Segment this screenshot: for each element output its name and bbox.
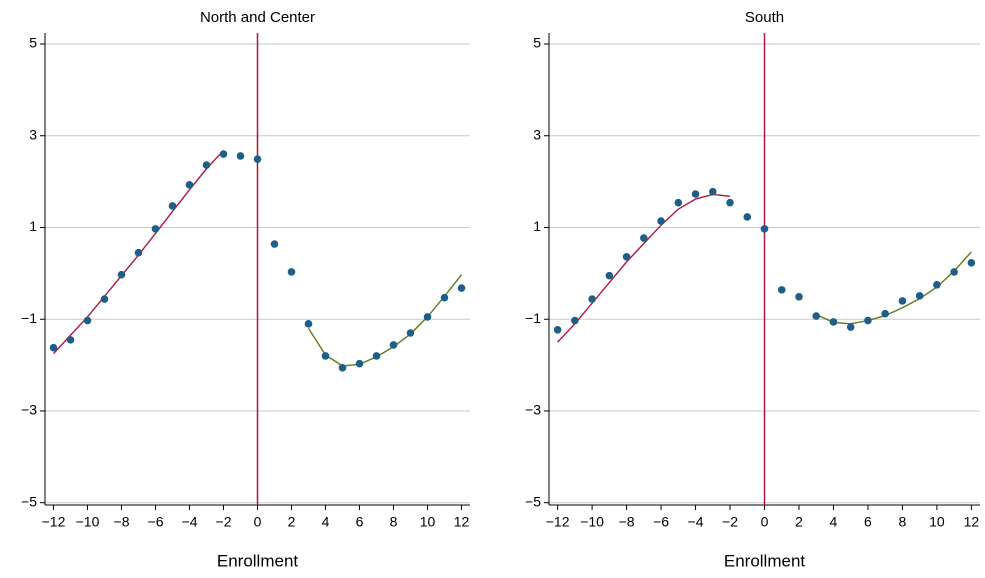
data-point	[691, 190, 700, 198]
data-point	[49, 343, 58, 352]
x-tick-label: −8	[619, 514, 635, 530]
x-tick-label: −10	[580, 514, 604, 530]
x-axis-label: Enrollment	[217, 551, 299, 570]
x-tick-label: 6	[864, 514, 872, 530]
data-point	[134, 248, 143, 257]
x-tick-label: −4	[688, 514, 704, 530]
data-point	[588, 295, 596, 303]
y-tick-label: 1	[533, 218, 541, 234]
data-point	[355, 359, 364, 368]
data-point	[457, 284, 466, 292]
y-tick-label: −1	[525, 310, 541, 326]
data-point	[321, 352, 330, 360]
data-point	[202, 161, 211, 169]
data-point	[605, 271, 614, 280]
y-tick-label: 5	[533, 35, 541, 51]
data-point	[100, 295, 109, 303]
data-point	[829, 318, 838, 326]
data-point	[743, 213, 752, 221]
data-point	[726, 198, 734, 207]
x-tick-label: −10	[76, 514, 100, 530]
y-tick-label: −5	[525, 493, 541, 509]
chart-title: South	[745, 9, 784, 26]
data-point	[571, 316, 579, 325]
fit-line	[307, 274, 463, 367]
x-tick-label: 8	[899, 514, 907, 530]
data-point	[219, 150, 228, 158]
x-tick-label: 12	[454, 514, 470, 530]
data-point	[640, 234, 648, 242]
data-point	[553, 325, 562, 334]
data-point	[812, 312, 821, 320]
x-tick-label: 0	[254, 514, 262, 530]
x-tick-label: 0	[761, 514, 769, 530]
y-tick-label: 5	[29, 35, 37, 51]
data-point	[933, 281, 941, 289]
data-point	[253, 155, 262, 163]
data-point	[151, 225, 160, 233]
x-tick-label: 2	[288, 514, 296, 530]
data-point	[795, 292, 803, 301]
data-point	[657, 217, 665, 225]
x-tick-label: 8	[390, 514, 398, 530]
x-tick-label: −12	[546, 514, 570, 530]
x-tick-label: −8	[114, 514, 130, 530]
x-axis-label: Enrollment	[724, 551, 806, 570]
data-point	[117, 270, 126, 279]
x-tick-label: 10	[420, 514, 436, 530]
x-tick-label: −6	[653, 514, 669, 530]
fit-line	[815, 251, 972, 325]
data-point	[967, 259, 976, 267]
data-point	[236, 152, 245, 160]
data-point	[338, 364, 347, 372]
data-point	[168, 202, 177, 210]
data-point	[406, 329, 415, 337]
x-tick-label: 4	[830, 514, 838, 530]
chart-title: North and Center	[200, 9, 315, 26]
data-point	[287, 268, 296, 276]
data-point	[372, 352, 381, 360]
data-point	[66, 336, 75, 344]
x-tick-label: −4	[182, 514, 198, 530]
data-point	[270, 240, 279, 248]
x-tick-label: 4	[322, 514, 330, 530]
data-point	[950, 268, 958, 276]
x-tick-label: −12	[42, 514, 66, 530]
x-tick-label: −6	[148, 514, 164, 530]
data-point	[83, 316, 92, 325]
x-tick-label: −2	[216, 514, 232, 530]
data-point	[304, 320, 313, 328]
data-point	[864, 316, 872, 325]
y-tick-label: 3	[29, 126, 37, 142]
y-tick-label: 1	[29, 218, 37, 234]
data-point	[622, 253, 631, 261]
y-tick-label: −5	[21, 493, 37, 509]
data-point	[423, 313, 432, 321]
x-tick-label: 6	[356, 514, 364, 530]
y-tick-label: −3	[525, 402, 541, 418]
y-tick-label: −1	[21, 310, 37, 326]
data-point	[760, 225, 769, 233]
data-point	[777, 286, 786, 294]
data-point	[881, 309, 889, 318]
data-point	[389, 341, 398, 349]
x-tick-label: 10	[929, 514, 945, 530]
y-tick-label: −3	[21, 402, 37, 418]
data-point	[708, 187, 717, 196]
data-point	[440, 293, 449, 302]
data-point	[674, 198, 683, 207]
data-point	[846, 323, 855, 331]
data-point	[915, 292, 924, 300]
x-tick-label: −2	[722, 514, 738, 530]
x-tick-label: 12	[964, 514, 980, 530]
x-tick-label: 2	[795, 514, 803, 530]
y-tick-label: 3	[533, 126, 541, 142]
fit-line	[557, 193, 731, 343]
data-point	[185, 181, 194, 189]
data-point	[898, 297, 907, 305]
